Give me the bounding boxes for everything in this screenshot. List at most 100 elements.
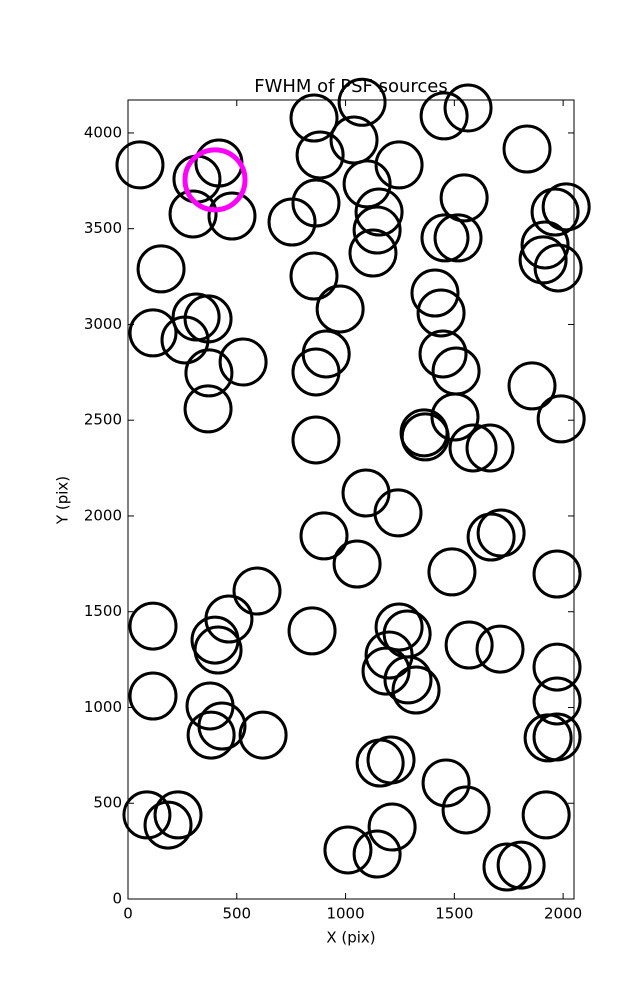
source-circle xyxy=(301,329,351,379)
source-circle xyxy=(416,288,466,338)
source-circle xyxy=(289,251,339,301)
x-tick-label: 500 xyxy=(222,905,251,923)
source-circle xyxy=(361,646,411,696)
source-circle xyxy=(536,394,586,444)
source-circle xyxy=(295,130,345,180)
source-circle xyxy=(466,512,516,562)
source-circle xyxy=(521,790,571,840)
source-circle xyxy=(400,412,450,462)
source-circle xyxy=(337,77,387,127)
source-circle xyxy=(421,758,471,808)
source-circle xyxy=(183,384,233,434)
y-tick-label: 500 xyxy=(93,794,122,812)
source-circle xyxy=(193,625,243,675)
y-tick-label: 2500 xyxy=(84,411,122,429)
y-tick-label: 2000 xyxy=(84,506,122,524)
source-circle xyxy=(374,602,424,652)
x-axis-label: X (pix) xyxy=(326,929,375,947)
source-circle xyxy=(443,83,493,133)
source-circle xyxy=(496,840,546,890)
y-tick-label: 4000 xyxy=(84,123,122,141)
source-circle xyxy=(520,220,570,270)
source-circle xyxy=(238,710,288,760)
source-circle xyxy=(315,284,365,334)
source-circle xyxy=(532,549,582,599)
y-tick-label: 1500 xyxy=(84,602,122,620)
source-circle xyxy=(465,423,515,473)
source-circle xyxy=(128,601,178,651)
source-circle xyxy=(204,594,254,644)
source-circle xyxy=(448,423,498,473)
source-circle xyxy=(354,187,404,237)
source-circle xyxy=(427,547,477,597)
source-circle xyxy=(182,147,248,213)
source-circle xyxy=(482,842,532,892)
source-circle xyxy=(207,191,257,241)
source-circle xyxy=(267,197,317,247)
source-circle xyxy=(433,213,483,263)
plot-area xyxy=(115,77,591,892)
source-circle xyxy=(532,676,582,726)
source-circle xyxy=(329,115,379,165)
source-circle xyxy=(299,511,349,561)
source-circle xyxy=(332,539,382,589)
x-tick-label: 1500 xyxy=(435,905,473,923)
source-circle xyxy=(541,182,591,232)
source-circle xyxy=(373,488,423,538)
y-tick-label: 3500 xyxy=(84,219,122,237)
source-circle xyxy=(502,124,552,174)
source-circle xyxy=(232,566,282,616)
source-circle xyxy=(431,346,481,396)
source-circle xyxy=(533,243,583,293)
source-circle xyxy=(115,140,165,190)
source-circle xyxy=(374,140,424,190)
y-tick-label: 0 xyxy=(112,890,122,908)
source-circle xyxy=(153,790,203,840)
source-circle xyxy=(348,228,398,278)
source-circle xyxy=(475,624,525,674)
source-circle xyxy=(439,173,489,223)
chart-title: FWHM of PSF sources xyxy=(254,76,448,97)
source-circle xyxy=(291,347,341,397)
source-circle xyxy=(532,642,582,692)
source-circle xyxy=(367,802,417,852)
source-circle xyxy=(364,630,414,680)
source-circle xyxy=(342,159,392,209)
source-circle xyxy=(420,213,470,263)
x-tick-label: 2000 xyxy=(544,905,582,923)
source-circle xyxy=(136,244,186,294)
y-tick-label: 1000 xyxy=(84,698,122,716)
source-circle xyxy=(530,187,580,237)
source-circle xyxy=(430,392,480,442)
x-tick-label: 1000 xyxy=(326,905,364,923)
x-tick-label: 0 xyxy=(123,905,133,923)
y-tick-label: 3000 xyxy=(84,315,122,333)
source-circle xyxy=(184,348,234,398)
source-circle xyxy=(352,829,402,879)
source-circle xyxy=(128,671,178,721)
source-circle xyxy=(197,701,247,751)
source-circle xyxy=(391,665,441,715)
source-circle xyxy=(507,361,557,411)
source-circle xyxy=(419,91,469,141)
source-circle xyxy=(352,205,402,255)
plot-frame xyxy=(127,99,575,900)
source-circle xyxy=(168,189,218,239)
source-circle xyxy=(218,337,268,387)
source-circle xyxy=(128,308,178,358)
source-circle xyxy=(289,93,339,143)
source-circle xyxy=(441,785,491,835)
source-circle xyxy=(341,468,391,518)
source-circle xyxy=(186,710,236,760)
source-circle xyxy=(122,790,172,840)
source-circle xyxy=(287,606,337,656)
source-circle xyxy=(143,800,193,850)
source-circle xyxy=(532,712,582,762)
source-circle xyxy=(366,735,416,785)
source-circle xyxy=(418,329,468,379)
source-circle xyxy=(291,415,341,465)
source-circle xyxy=(444,620,494,670)
source-circle xyxy=(383,655,433,705)
source-circle xyxy=(323,825,373,875)
